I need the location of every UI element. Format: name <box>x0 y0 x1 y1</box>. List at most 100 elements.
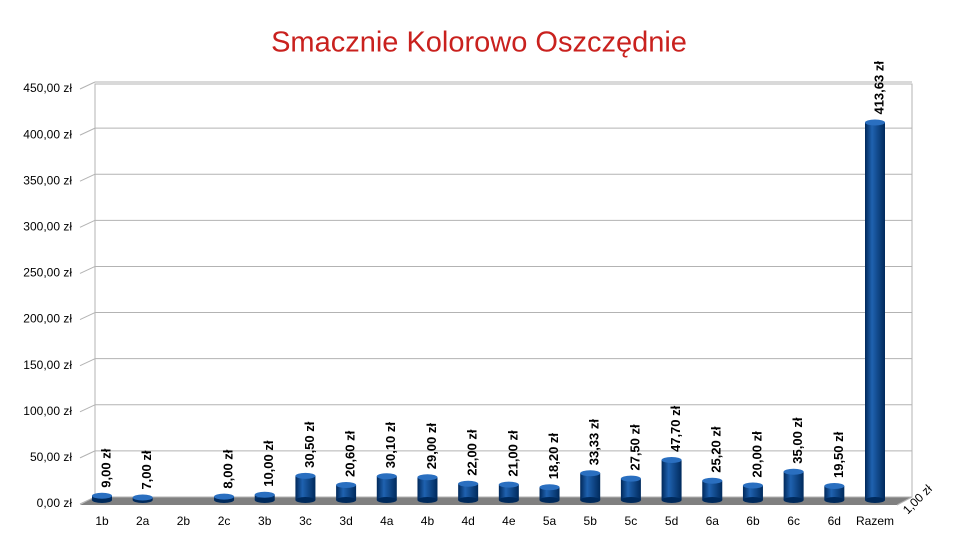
x-tick-label: 5c <box>625 514 638 528</box>
y-tick-label: 400,00 zł <box>23 127 72 141</box>
value-label: 35,00 zł <box>790 417 805 464</box>
bar-base <box>254 497 275 503</box>
bar-base <box>661 497 682 503</box>
depth-edge <box>896 496 913 506</box>
y-tick-label: 450,00 zł <box>23 81 72 95</box>
x-tick-label: 5a <box>543 514 557 528</box>
bar-cap <box>336 482 357 489</box>
x-tick-label: 4a <box>380 514 394 528</box>
x-tick-label: 3d <box>339 514 352 528</box>
x-tick-label: 6a <box>706 514 720 528</box>
bar-cap <box>580 470 601 477</box>
bar-cap <box>783 468 804 475</box>
grid-line-side <box>79 127 96 136</box>
bar-base <box>498 497 519 503</box>
y-tick-label: 300,00 zł <box>23 220 72 234</box>
grid-line-side <box>79 404 96 413</box>
y-tick-label: 0,00 zł <box>37 496 73 510</box>
bar-cap <box>417 474 438 481</box>
value-label: 9,00 zł <box>98 448 113 487</box>
bar-cap <box>254 491 275 498</box>
x-tick-label: 6b <box>746 514 760 528</box>
bar-cap <box>295 472 316 479</box>
y-tick-label: 250,00 zł <box>23 266 72 280</box>
bar-base <box>702 497 723 503</box>
grid-line-side <box>79 312 96 321</box>
value-label: 413,63 zł <box>871 61 886 115</box>
bar-base <box>580 497 601 503</box>
value-label: 30,10 zł <box>383 422 398 469</box>
bar <box>783 471 804 500</box>
x-tick-label: 3c <box>299 514 312 528</box>
bar-cap <box>620 475 641 482</box>
x-tick-label: 1b <box>95 514 109 528</box>
bar <box>742 485 763 500</box>
x-tick-label: 5b <box>584 514 598 528</box>
value-label: 25,20 zł <box>709 426 724 473</box>
bar-base <box>458 497 479 503</box>
value-label: 33,33 zł <box>587 419 602 466</box>
value-label: 47,70 zł <box>668 405 683 452</box>
value-label: 19,50 zł <box>831 431 846 478</box>
bar-cap <box>498 481 519 488</box>
grid-line-side <box>79 450 96 459</box>
bar-cap <box>539 484 560 491</box>
grid-line-side <box>79 219 96 228</box>
bar-cap <box>824 483 845 490</box>
value-label: 20,00 zł <box>749 431 764 478</box>
bar-cap <box>702 477 723 484</box>
value-label: 30,50 zł <box>302 421 317 468</box>
bar-base <box>376 497 397 503</box>
x-tick-label: 4b <box>421 514 435 528</box>
x-tick-label: 6d <box>828 514 841 528</box>
bar-cap <box>865 119 885 126</box>
grid-line-side <box>79 265 96 274</box>
x-tick-label: 6c <box>787 514 800 528</box>
bar <box>661 460 682 500</box>
y-tick-label: 50,00 zł <box>30 450 72 464</box>
x-tick-label: 2b <box>177 514 191 528</box>
y-tick-label: 350,00 zł <box>23 173 72 187</box>
x-tick-label: 4d <box>461 514 474 528</box>
bar-cap <box>132 494 153 501</box>
y-tick-label: 150,00 zł <box>23 358 72 372</box>
bar-cap <box>92 492 112 499</box>
x-tick-label: 2c <box>218 514 231 528</box>
bar <box>336 485 357 500</box>
x-tick-label: Razem <box>856 514 894 528</box>
value-label: 18,20 zł <box>546 433 561 480</box>
bar-base <box>539 497 560 503</box>
bar-base <box>417 497 438 503</box>
bar <box>580 473 601 500</box>
bar-base <box>783 497 804 503</box>
bar-base <box>336 497 357 503</box>
bar <box>702 480 723 500</box>
x-tick-label: 4e <box>502 514 516 528</box>
bar-base <box>92 497 112 503</box>
value-label: 8,00 zł <box>220 449 235 488</box>
bar <box>539 487 560 500</box>
bar <box>865 122 885 500</box>
bar <box>620 478 641 500</box>
value-label: 22,00 zł <box>465 429 480 476</box>
chart-title: Smacznie Kolorowo Oszczędnie <box>271 27 687 59</box>
bar-cap <box>214 493 235 500</box>
y-tick-label: 100,00 zł <box>23 404 72 418</box>
bar <box>824 486 845 500</box>
bar-cap <box>742 482 763 489</box>
grid-line-side <box>79 173 96 182</box>
value-label: 10,00 zł <box>261 440 276 487</box>
bar <box>458 483 479 500</box>
bar <box>417 477 438 500</box>
x-tick-label: 3b <box>258 514 272 528</box>
y-tick-label: 200,00 zł <box>23 312 72 326</box>
grid-line-side <box>79 81 96 90</box>
bar-base <box>865 497 885 503</box>
value-label: 27,50 zł <box>627 424 642 471</box>
value-label: 29,00 zł <box>424 423 439 470</box>
bar-base <box>620 497 641 503</box>
bar-cap <box>458 480 479 487</box>
grid-line-side <box>79 358 96 367</box>
bar-cap <box>376 473 397 480</box>
